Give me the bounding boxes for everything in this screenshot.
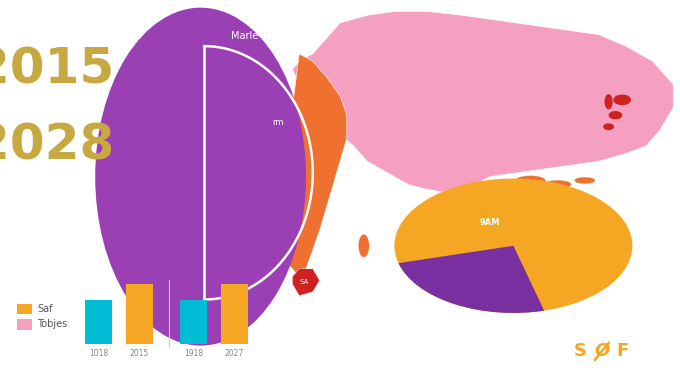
Wedge shape xyxy=(398,246,544,313)
Text: S: S xyxy=(573,343,587,360)
Text: O: O xyxy=(594,343,609,360)
Bar xyxy=(85,300,112,344)
Text: 2015: 2015 xyxy=(130,349,149,358)
Circle shape xyxy=(604,124,613,129)
Text: Saf: Saf xyxy=(37,304,53,314)
Text: Tobjes: Tobjes xyxy=(37,319,67,329)
Ellipse shape xyxy=(605,94,613,109)
Text: 2015: 2015 xyxy=(0,45,114,93)
Ellipse shape xyxy=(563,193,579,199)
Polygon shape xyxy=(292,12,673,192)
Ellipse shape xyxy=(491,180,515,188)
Bar xyxy=(180,300,207,344)
Text: 9AM: 9AM xyxy=(479,218,500,227)
Polygon shape xyxy=(510,215,612,273)
Bar xyxy=(17,319,32,330)
Circle shape xyxy=(394,179,632,313)
Text: 1918: 1918 xyxy=(184,349,203,358)
Polygon shape xyxy=(292,269,320,296)
Text: rm: rm xyxy=(272,118,284,127)
Circle shape xyxy=(614,95,630,104)
Ellipse shape xyxy=(95,8,306,346)
Bar xyxy=(126,284,153,344)
Ellipse shape xyxy=(532,197,556,203)
Bar xyxy=(221,284,248,344)
Ellipse shape xyxy=(515,176,545,185)
Text: 1018: 1018 xyxy=(89,349,108,358)
Ellipse shape xyxy=(358,234,369,257)
Text: SA: SA xyxy=(299,279,309,285)
Bar xyxy=(17,304,32,314)
Polygon shape xyxy=(272,54,347,276)
Text: 2027: 2027 xyxy=(225,349,244,358)
Text: F: F xyxy=(616,343,628,360)
Text: Marle Bo3t: Marle Bo3t xyxy=(231,31,284,41)
Ellipse shape xyxy=(507,193,527,199)
Circle shape xyxy=(609,112,622,119)
Ellipse shape xyxy=(544,180,571,188)
Ellipse shape xyxy=(575,177,595,184)
Text: 2028: 2028 xyxy=(0,122,114,170)
